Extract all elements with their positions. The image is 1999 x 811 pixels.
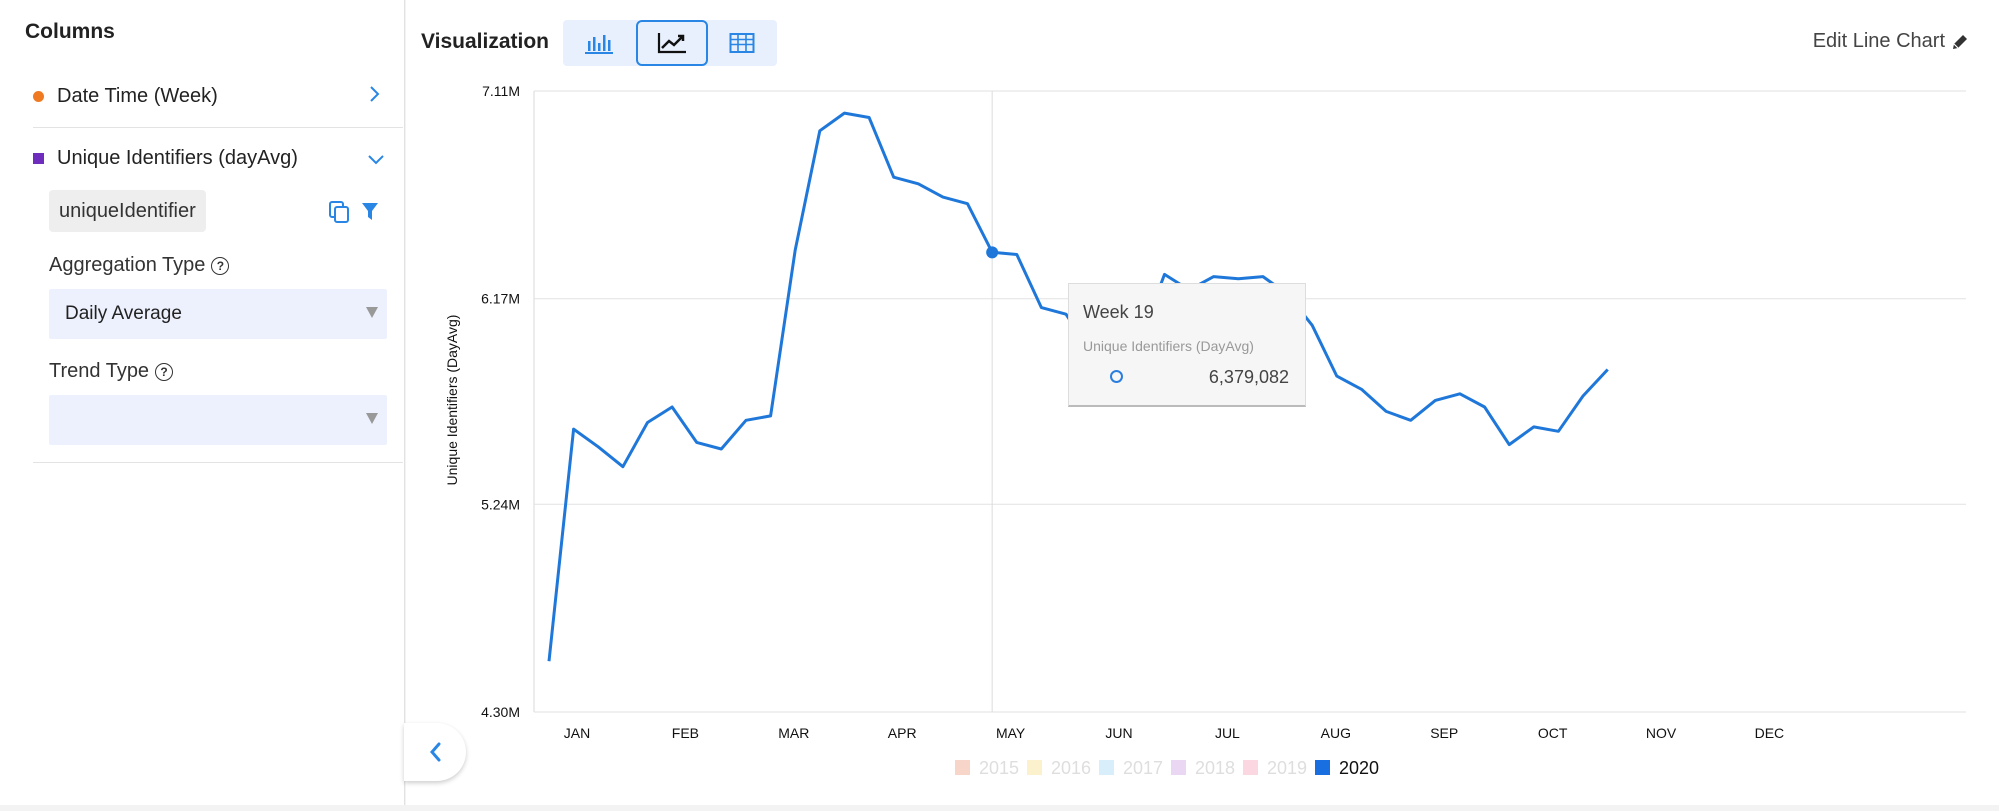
chevron-right-icon[interactable] xyxy=(368,84,382,110)
x-tick-label: JAN xyxy=(564,725,590,741)
legend-label: 2015 xyxy=(979,758,1019,778)
column-item-unique-identifiers[interactable]: Unique Identifiers (dayAvg) xyxy=(33,147,298,170)
tooltip-week: Week 19 xyxy=(1083,302,1154,322)
column-label: Date Time (Week) xyxy=(57,85,218,107)
x-tick-label: JUL xyxy=(1215,725,1240,741)
tooltip-metric: Unique Identifiers (DayAvg) xyxy=(1083,338,1254,354)
legend-swatch xyxy=(1171,760,1186,775)
table-icon xyxy=(729,33,755,53)
view-switcher xyxy=(563,20,777,66)
x-tick-label: DEC xyxy=(1755,725,1785,741)
trend-type-text: Trend Type xyxy=(49,360,150,382)
legend-swatch xyxy=(1315,760,1330,775)
x-tick-label: FEB xyxy=(672,725,699,741)
legend-swatch xyxy=(1099,760,1114,775)
table-view-button[interactable] xyxy=(706,20,778,66)
tooltip-value: 6,379,082 xyxy=(1208,367,1289,387)
edit-line-chart-label: Edit Line Chart xyxy=(1812,30,1945,52)
line-chart-icon xyxy=(657,33,686,54)
line-chart-view-button[interactable] xyxy=(636,20,708,66)
legend-label: 2018 xyxy=(1195,758,1235,778)
legend-item-2020[interactable]: 2020 xyxy=(1315,758,1379,778)
x-tick-label: SEP xyxy=(1430,725,1458,741)
field-tag[interactable]: uniqueIdentifier xyxy=(49,190,206,232)
column-label: Unique Identifiers (dayAvg) xyxy=(57,147,298,169)
x-tick-label: JUN xyxy=(1105,725,1132,741)
trend-type-label: Trend Type ? xyxy=(49,360,174,383)
legend-item-2019[interactable]: 2019 xyxy=(1243,758,1307,778)
chart-tooltip: Week 19 Unique Identifiers (DayAvg) 6,37… xyxy=(1068,283,1306,407)
copy-icon[interactable] xyxy=(328,200,350,229)
bar-chart-view-button[interactable] xyxy=(563,20,635,66)
divider xyxy=(33,127,403,128)
legend-label: 2016 xyxy=(1051,758,1091,778)
chevron-down-icon[interactable] xyxy=(366,150,386,173)
bar-chart-icon xyxy=(585,35,613,54)
legend-swatch xyxy=(955,760,970,775)
x-tick-label: AUG xyxy=(1321,725,1351,741)
x-tick-label: APR xyxy=(888,725,917,741)
chevron-left-icon xyxy=(430,742,441,762)
aggregation-type-text: Aggregation Type xyxy=(49,254,206,276)
legend-item-2018[interactable]: 2018 xyxy=(1171,758,1235,778)
dropdown-caret-icon xyxy=(366,413,378,424)
y-axis-label: Unique Identifiers (DayAvg) xyxy=(444,315,460,486)
x-tick-label: MAR xyxy=(778,725,809,741)
legend-label: 2020 xyxy=(1339,758,1379,778)
y-tick-label: 6.17M xyxy=(481,291,520,307)
edit-line-chart-link[interactable]: Edit Line Chart xyxy=(1813,30,1969,53)
highlighted-point[interactable] xyxy=(986,246,999,259)
y-tick-label: 7.11M xyxy=(482,83,520,99)
aggregation-type-select[interactable]: Daily Average xyxy=(49,289,387,339)
help-icon[interactable]: ? xyxy=(155,362,174,381)
dropdown-caret-icon xyxy=(366,307,378,318)
column-item-date-time[interactable]: Date Time (Week) xyxy=(33,85,218,108)
dimension-dot-icon xyxy=(33,91,44,102)
y-tick-label: 4.30M xyxy=(481,704,520,720)
legend-item-2016[interactable]: 2016 xyxy=(1027,758,1091,778)
filter-icon[interactable] xyxy=(361,202,379,227)
columns-panel: Columns Date Time (Week) Unique Identifi… xyxy=(0,0,405,805)
series-marker-icon xyxy=(1110,370,1123,383)
collapse-panel-button[interactable] xyxy=(404,723,466,781)
measure-square-icon xyxy=(33,153,44,164)
aggregation-type-label: Aggregation Type ? xyxy=(49,254,230,277)
visualization-title: Visualization xyxy=(421,30,549,53)
help-icon[interactable]: ? xyxy=(211,256,230,275)
legend-label: 2017 xyxy=(1123,758,1163,778)
divider xyxy=(33,462,403,463)
legend-label: 2019 xyxy=(1267,758,1307,778)
legend-item-2015[interactable]: 2015 xyxy=(955,758,1019,778)
legend-swatch xyxy=(1027,760,1042,775)
x-tick-label: OCT xyxy=(1538,725,1568,741)
x-tick-label: NOV xyxy=(1646,725,1677,741)
pencil-icon xyxy=(1953,34,1967,49)
legend-swatch xyxy=(1243,760,1258,775)
aggregation-type-value: Daily Average xyxy=(65,303,182,324)
trend-type-select[interactable] xyxy=(49,395,387,445)
y-tick-label: 5.24M xyxy=(481,496,520,512)
columns-title: Columns xyxy=(25,20,115,43)
legend-item-2017[interactable]: 2017 xyxy=(1099,758,1163,778)
x-tick-label: MAY xyxy=(996,725,1026,741)
